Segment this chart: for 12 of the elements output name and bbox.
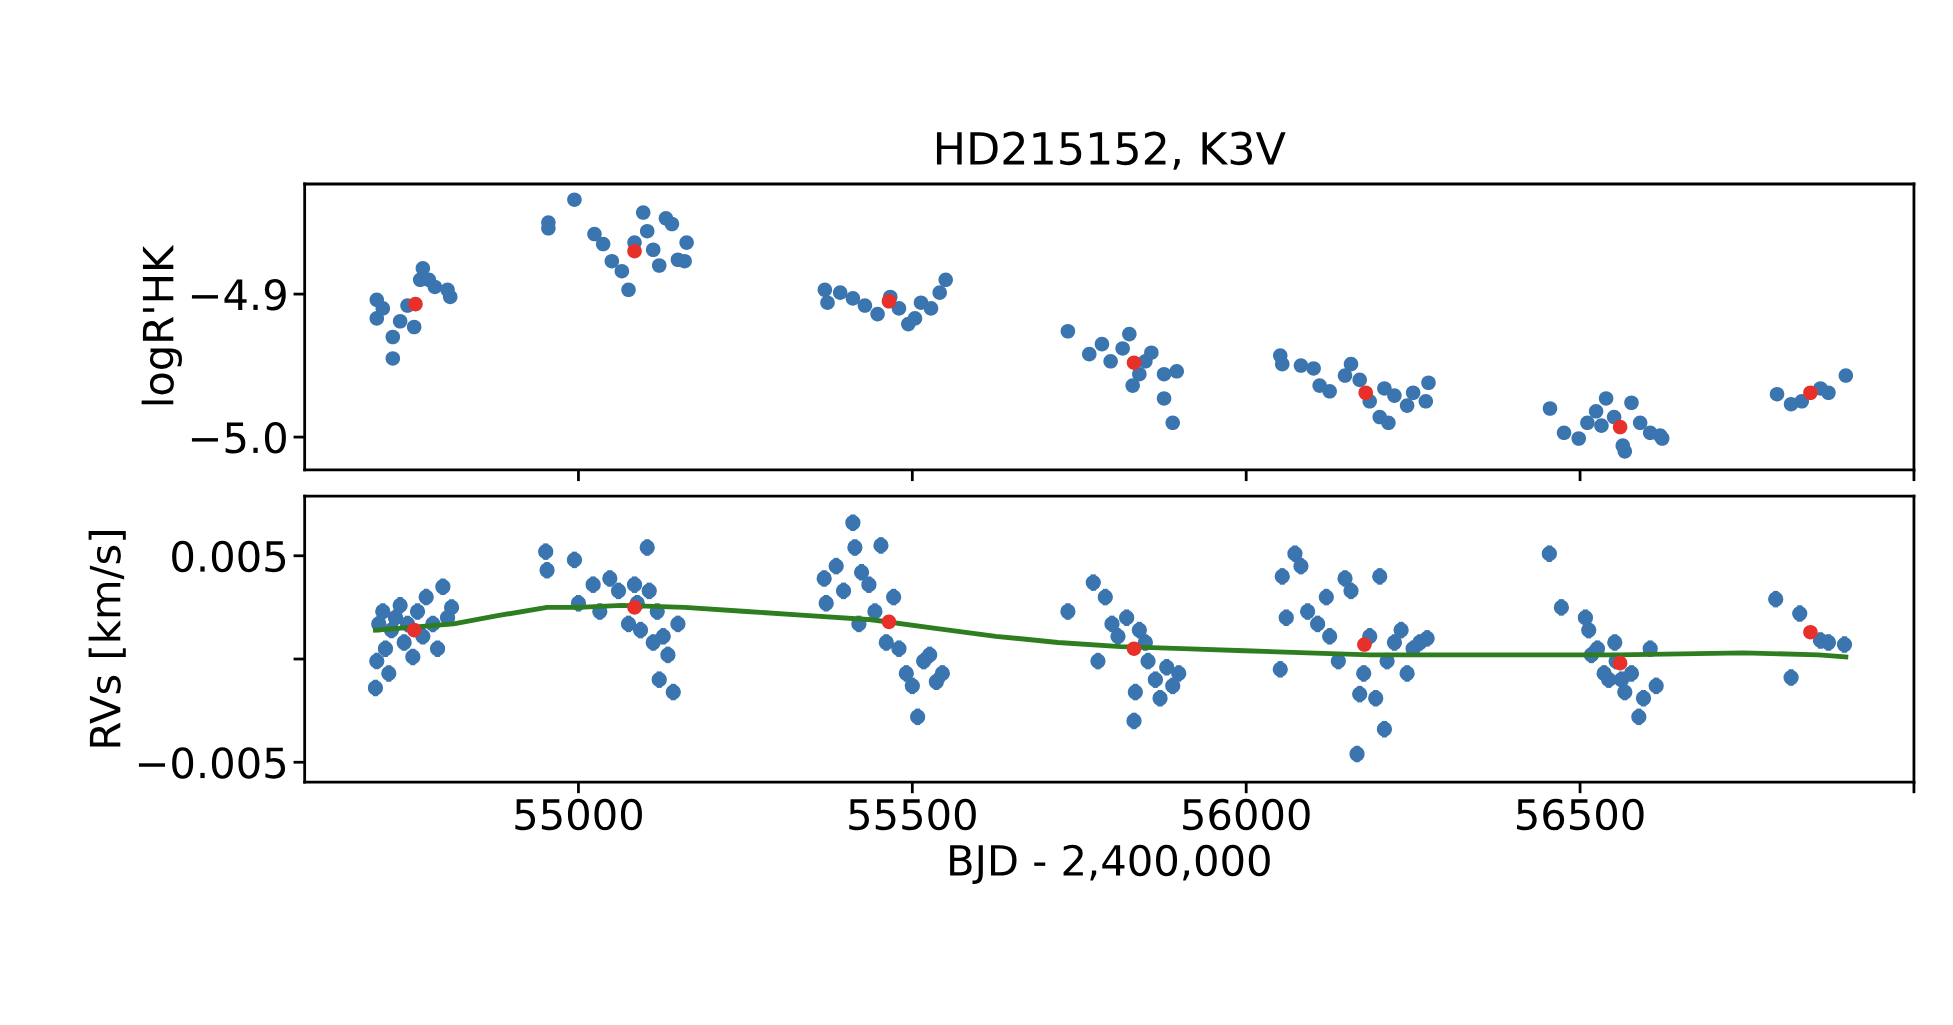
x-tick-label: 55500 [849,798,976,831]
chart-title: HD215152, K3V [936,131,1286,170]
y-axis-title: logR'HK [141,244,182,405]
x-tick-label: 55000 [515,798,642,831]
y-tick-label: −4.9 [191,278,286,311]
y-tick-label: 0.005 [172,540,286,573]
y-tick-label: −5.0 [191,421,286,454]
y-tick-label: −0.005 [138,747,286,779]
x-axis-title: BJD - 2,400,000 [950,844,1270,884]
y-axis-title: RVs [km/s] [88,531,126,747]
x-tick-label: 56000 [1183,798,1310,831]
x-tick-label: 56500 [1517,798,1644,831]
